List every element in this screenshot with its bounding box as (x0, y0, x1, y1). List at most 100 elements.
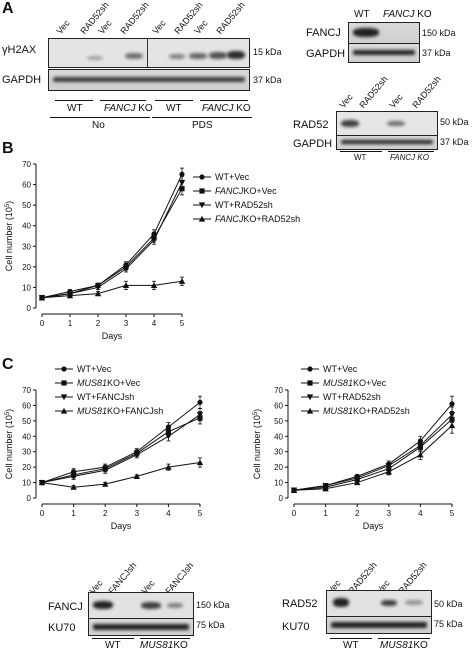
blot1-marker2: 37 kDa (253, 75, 282, 85)
y-tick-label: 10 (22, 479, 31, 488)
legend-label: FANCJKO+RAD52sh (215, 214, 301, 224)
series (290, 417, 456, 493)
x-tick-label: 2 (355, 509, 360, 518)
panel-a-letter: A (2, 0, 14, 17)
y-tick-label: 60 (274, 401, 283, 410)
c-right-row2-label: KU70 (282, 621, 310, 633)
data-point (322, 485, 329, 492)
y-tick-label: 20 (22, 263, 31, 272)
group-wt: WT (67, 103, 83, 114)
legend-marker (199, 174, 205, 180)
x-tick-label: 0 (40, 319, 45, 328)
legend-entry: MUS81KO+Vec (54, 376, 163, 390)
x-tick-label: 5 (180, 319, 185, 328)
x-tick-label: 5 (450, 509, 455, 518)
data-point (70, 484, 77, 490)
lane-label: Vec (150, 18, 168, 36)
legend-symbol (301, 366, 319, 372)
legend-symbol (55, 394, 73, 401)
series-line (293, 414, 453, 491)
data-point (196, 412, 204, 418)
data-point (133, 452, 140, 458)
c-left-group-wt: WT (105, 640, 121, 651)
data-point (133, 473, 140, 479)
y-tick-label: 60 (22, 181, 31, 190)
x-tick-label: 4 (152, 319, 157, 328)
lane-label: FANCJsh (163, 560, 196, 596)
x-tick-label: 1 (71, 509, 76, 518)
data-point (354, 479, 361, 486)
legend-label: WT+Vec (323, 364, 358, 374)
lane-label: RAD52sh (410, 74, 443, 110)
c-right-group-ko: MUS81KO (380, 640, 428, 651)
lane-label: Vec (54, 18, 72, 36)
x-tick-label: 3 (135, 509, 140, 518)
legend-symbol (193, 215, 211, 222)
gapdh-blot-1 (48, 69, 250, 91)
y-tick-label: 0 (279, 494, 284, 503)
y-tick-label: 30 (274, 448, 283, 457)
blot3-row1-label: RAD52 (293, 119, 329, 131)
lane-label: RAD52sh (118, 0, 151, 37)
y-tick-label: 70 (22, 386, 31, 395)
data-point (38, 294, 46, 301)
legend-label: FANCJKO+Vec (215, 186, 277, 196)
legend-marker (60, 407, 68, 414)
c-right-ku70-blot (326, 616, 432, 634)
legend-entry: WT+FANCJsh (54, 390, 163, 404)
legend-entry: WT+RAD52sh (192, 198, 300, 212)
data-point (94, 284, 102, 291)
legend-marker (306, 407, 314, 414)
y-tick-label: 40 (22, 432, 31, 441)
panel-c-right-legend: WT+Vec MUS81KO+Vec WT+RAD52sh MUS81KO+RAD52… (300, 362, 410, 418)
y-tick-label: 10 (22, 283, 31, 292)
condition-pds: PDS (192, 120, 213, 131)
series (38, 175, 186, 301)
c-left-ku70-blot (88, 618, 194, 636)
panel-c-left-chart: 0 10 20 30 40 50 60 70 0 1 2 3 4 5 Days Cell number (10… (4, 386, 204, 531)
blot2-lane-wt: WT (354, 9, 370, 20)
panel-b-legend: WT+Vec FANCJKO+Vec WT+RAD52sh FANCJKO+RAD52… (192, 170, 300, 226)
blot2-marker1: 150 kDa (422, 28, 456, 38)
legend-label: MUS81KO+FANCJsh (77, 406, 164, 416)
legend-marker (307, 380, 313, 386)
y-tick-label: 40 (22, 222, 31, 231)
panel-c-right-chart: 0 10 20 30 40 50 60 70 0 1 2 3 4 5 Days Cell number (10… (252, 386, 456, 531)
legend-entry: MUS81KO+Vec (300, 376, 410, 390)
legend-symbol (55, 380, 73, 386)
y-axis-label: Cell number (105) (4, 409, 14, 479)
legend-entry: WT+Vec (300, 362, 410, 376)
series-line (293, 425, 453, 491)
legend-symbol (193, 188, 211, 194)
legend-marker (61, 380, 67, 386)
y-tick-label: 50 (22, 417, 31, 426)
data-point (150, 282, 158, 288)
blot3-row2-label: GAPDH (293, 138, 333, 150)
series-line (293, 418, 453, 491)
x-tick-label: 1 (323, 509, 328, 518)
blot1-row1-label: γH2AX (2, 44, 37, 56)
lane-label: Vec (96, 18, 114, 36)
lane-label: RAD52sh (357, 74, 390, 110)
gapdh-blot-3 (336, 135, 438, 150)
legend-label: MUS81KO+Vec (77, 378, 141, 388)
lane-label: Vec (387, 92, 405, 110)
blot2-row2-label: GAPDH (306, 48, 346, 60)
data-point (165, 433, 172, 440)
series (38, 457, 204, 490)
data-point (70, 473, 77, 480)
y-tick-label: 10 (274, 479, 283, 488)
blot2-row1-label: FANCJ (306, 27, 341, 39)
legend-symbol (55, 366, 73, 372)
legend-entry: WT+RAD52sh (300, 390, 410, 404)
series (39, 411, 203, 486)
series (291, 411, 455, 493)
legend-marker (198, 202, 206, 209)
c-left-fancj-blot (88, 592, 194, 619)
legend-symbol (301, 394, 319, 401)
c-left-row1-label: FANCJ (48, 601, 83, 613)
legend-entry: MUS81KO+FANCJsh (54, 404, 163, 418)
data-point (385, 468, 392, 475)
data-point (102, 480, 109, 487)
data-point (66, 292, 74, 299)
